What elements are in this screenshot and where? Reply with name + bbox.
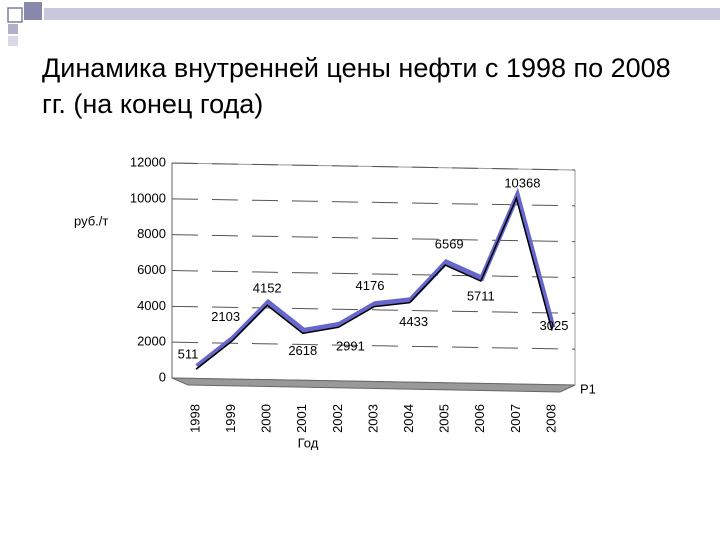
x-tick-label: 2006 [472,404,487,433]
y-axis-label: руб./т [74,213,108,228]
x-tick-label: 2004 [401,404,416,433]
data-label: 2103 [211,309,240,324]
floor [171,377,576,393]
data-label: 4433 [399,314,428,329]
x-tick-label: 2003 [365,404,380,433]
data-label: 511 [178,347,199,362]
data-label: 5711 [467,288,495,303]
data-label: 4152 [253,281,282,296]
y-tick-label: 8000 [137,226,166,241]
y-tick-label: 2000 [137,334,166,349]
y-tick-label: 6000 [137,262,166,277]
title: Динамика внутренней цены нефти с 1998 по… [42,53,671,119]
grid-line [171,234,576,243]
x-tick-label: 1999 [223,404,238,433]
x-tick-label: 2005 [437,404,452,433]
x-tick-label: 1998 [187,404,202,433]
x-tick-label: 2007 [508,404,523,433]
grid-line [171,270,576,278]
x-tick-label: 2008 [543,404,558,433]
grid-line [171,162,576,171]
line [195,195,553,370]
data-label: 10368 [504,176,540,191]
y-tick-label: 10000 [130,190,166,205]
decoration [7,2,720,46]
y-tick-label: 0 [159,369,166,384]
legend-label: Р1 [580,381,596,396]
data-label: 2991 [336,339,365,354]
y-tick-label: 12000 [130,154,166,169]
grid-line [171,198,576,207]
grid-line [171,305,576,314]
y-tick-label: 4000 [137,298,166,313]
x-tick-label: 2000 [259,404,274,433]
x-axis-label: Год [298,435,319,450]
data-label: 3025 [540,318,569,333]
grid-line [171,341,576,350]
x-tick-label: 2001 [294,404,309,433]
data-label: 4176 [356,278,385,293]
x-tick-label: 2002 [330,404,345,433]
data-label: 2618 [288,343,317,358]
data-label: 6569 [435,236,464,251]
